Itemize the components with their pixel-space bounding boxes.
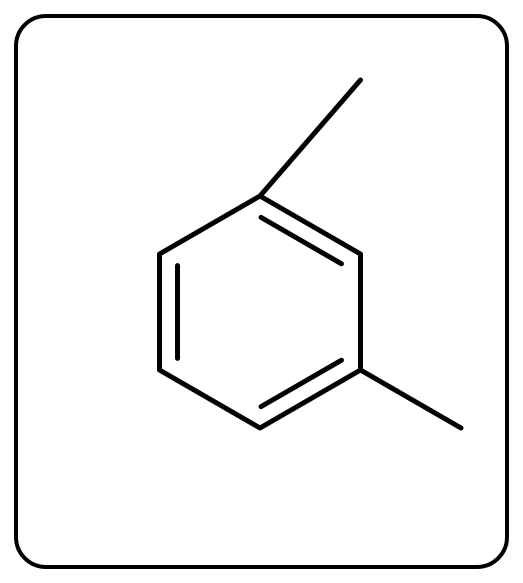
molecule-diagram <box>0 0 523 583</box>
